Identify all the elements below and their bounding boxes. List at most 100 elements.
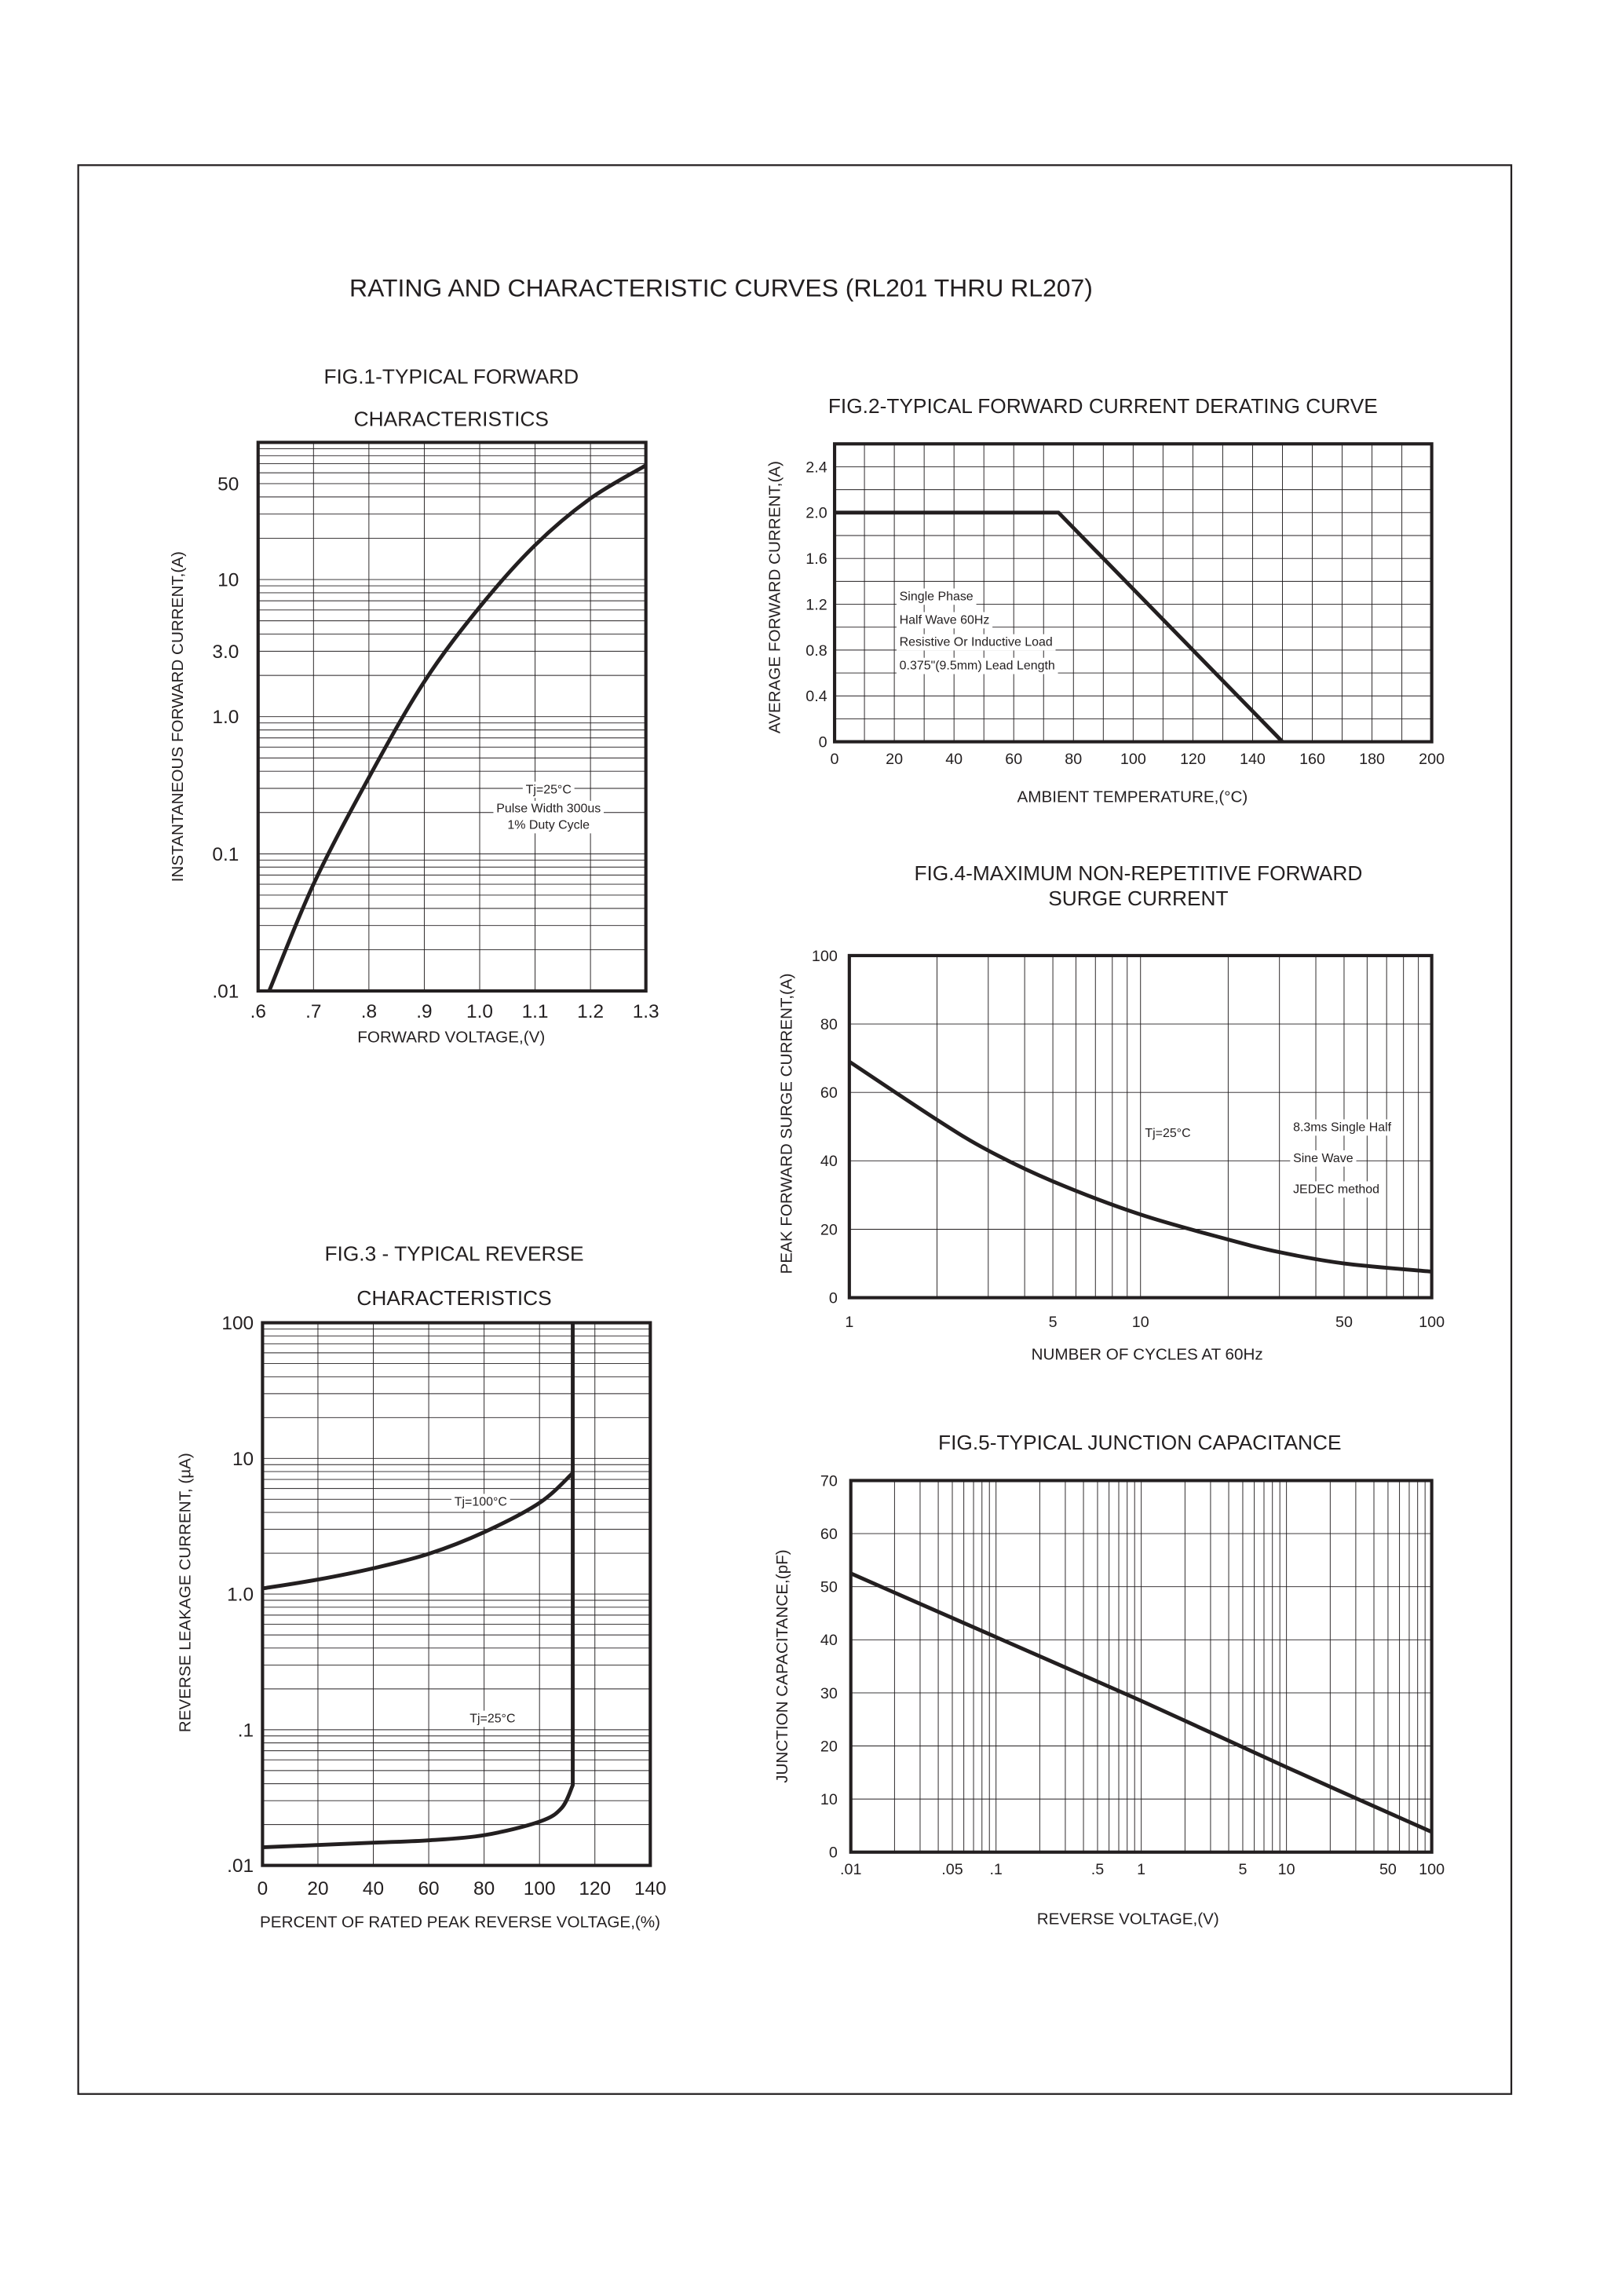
x-tick-label: 200 [1419, 751, 1445, 768]
y-tick-label: 50 [820, 1579, 838, 1596]
chart-title: FIG.3 - TYPICAL REVERSE [324, 1242, 583, 1266]
y-tick-label: 10 [820, 1791, 838, 1808]
chart-fig3: Tj=100°C Tj=25°C 0 20 40 60 80 100 120 140 100 10 1.… [176, 1242, 666, 1932]
x-tick-label: 60 [418, 1878, 439, 1899]
plot-area-border [847, 953, 1434, 1300]
y-tick-label: 1.2 [806, 596, 827, 613]
x-tick-label: 80 [473, 1878, 495, 1899]
y-tick-label: .1 [238, 1720, 254, 1741]
series-line-1 [849, 1571, 1433, 1834]
x-tick-label: 60 [1005, 751, 1022, 768]
x-tick-label: 1.0 [466, 1001, 493, 1022]
x-tick-label: 10 [1278, 1861, 1295, 1878]
y-tick-label: 100 [812, 948, 838, 965]
x-tick-label: 100 [524, 1878, 556, 1899]
annotation-text: 1% Duty Cycle [507, 818, 590, 832]
y-tick-label: 60 [820, 1084, 838, 1102]
annotation-background [1290, 1119, 1395, 1136]
x-tick-label: 0 [258, 1878, 269, 1899]
y-tick-label: 0 [829, 1844, 838, 1862]
y-tick-label: .01 [227, 1855, 254, 1877]
chart-fig1: Tj=25°C Pulse Width 300us 1% Duty Cycle .6.… [169, 364, 659, 1046]
y-axis-label: JUNCTION CAPACITANCE,(pF) [773, 1549, 791, 1782]
x-tick-label: 180 [1359, 751, 1385, 768]
x-tick-label: .7 [305, 1001, 321, 1022]
chart-title: CHARACTERISTICS [356, 1286, 551, 1310]
annotation-text: Pulse Width 300us [496, 803, 601, 816]
x-tick-label: 140 [1240, 751, 1266, 768]
annotation-background [451, 1493, 510, 1511]
x-axis-label: PERCENT OF RATED PEAK REVERSE VOLTAGE,(%… [260, 1914, 660, 1932]
grid [262, 1322, 651, 1866]
annotation-background [896, 634, 1056, 651]
y-tick-label: 40 [820, 1153, 838, 1170]
x-tick-label: 20 [886, 751, 903, 768]
x-tick-label: 50 [1379, 1861, 1397, 1878]
x-tick-label: .6 [250, 1001, 266, 1022]
y-tick-label: 0.1 [212, 844, 239, 865]
x-tick-label: 40 [945, 751, 963, 768]
y-tick-label: 0.8 [806, 642, 827, 660]
annotation-text: Tj=25°C [469, 1712, 515, 1725]
x-tick-label: 40 [363, 1878, 384, 1899]
x-tick-label: 140 [634, 1878, 667, 1899]
annotation-text: JEDEC method [1293, 1183, 1379, 1196]
series-line-1 [835, 510, 1284, 744]
chart-title: FIG.2-TYPICAL FORWARD CURRENT DERATING C… [828, 394, 1378, 418]
x-tick-label: 1 [1137, 1861, 1145, 1878]
annotation-text: Tj=25°C [526, 783, 572, 796]
y-tick-label: 1.0 [227, 1585, 254, 1606]
y-tick-label: 2.4 [806, 459, 827, 476]
y-tick-label: 0 [829, 1290, 838, 1307]
x-tick-label: 5 [1238, 1861, 1247, 1878]
y-axis-label: PEAK FORWARD SURGE CURRENT,(A) [778, 973, 796, 1274]
series-line-1 [848, 1059, 1432, 1274]
y-tick-label: 80 [820, 1016, 838, 1033]
x-tick-label: 160 [1299, 751, 1325, 768]
plot-area-border [832, 442, 1434, 744]
x-axis-label: NUMBER OF CYCLES AT 60Hz [1032, 1345, 1263, 1363]
annotation-text: 0.375"(9.5mm) Lead Length [900, 660, 1055, 673]
y-tick-label: 10 [217, 570, 239, 591]
annotation-background [493, 800, 605, 817]
x-tick-label: .8 [361, 1001, 377, 1022]
annotation-text: Single Phase [900, 590, 974, 603]
grid [258, 442, 646, 991]
x-tick-label: 5 [1049, 1314, 1058, 1331]
series-line-2 [262, 1322, 575, 1849]
x-tick-label: .5 [1091, 1861, 1104, 1878]
x-tick-label: 100 [1419, 1314, 1445, 1331]
annotation-background [1290, 1150, 1357, 1167]
y-tick-label: 100 [221, 1313, 254, 1334]
x-tick-label: .01 [840, 1861, 861, 1878]
x-tick-label: 80 [1065, 751, 1082, 768]
annotation-background [896, 612, 993, 629]
x-tick-label: 120 [579, 1878, 611, 1899]
chart-title: FIG.5-TYPICAL JUNCTION CAPACITANCE [938, 1431, 1342, 1454]
x-tick-label: 1.3 [633, 1001, 659, 1022]
y-tick-label: 70 [820, 1472, 838, 1490]
y-axis-label: REVERSE LEAKAGE CURRENT, (µA) [176, 1453, 194, 1732]
y-tick-label: 1.6 [806, 550, 827, 568]
y-axis-label: AVERAGE FORWARD CURRENT,(A) [766, 461, 784, 733]
series-line-1 [267, 463, 647, 992]
annotation-background [1142, 1125, 1194, 1142]
x-tick-label: 20 [307, 1878, 328, 1899]
annotation-background [896, 657, 1058, 675]
annotation-background [896, 588, 977, 605]
x-tick-label: 50 [1335, 1314, 1353, 1331]
annotation-background [504, 817, 593, 834]
x-tick-label: 1.2 [577, 1001, 604, 1022]
y-tick-label: 10 [232, 1449, 254, 1470]
annotation-text: Tj=100°C [455, 1495, 507, 1508]
y-tick-label: 30 [820, 1685, 838, 1702]
chart-fig4: Tj=25°C 8.3ms Single Half Sine Wave JEDEC m… [778, 861, 1445, 1363]
plot-area-border [261, 1321, 652, 1867]
y-tick-label: 2.0 [806, 505, 827, 522]
chart-fig5: .01 .05 .1 .5 1 5 10 50 100 0 10 20 30 40 50 60 70 FIG.5-… [773, 1431, 1445, 1929]
chart-title: FIG.4-MAXIMUM NON-REPETITIVE FORWARD [914, 861, 1362, 885]
chart-title: CHARACTERISTICS [354, 408, 549, 431]
annotation-text: Tj=25°C [1145, 1127, 1190, 1140]
y-tick-label: 50 [217, 474, 239, 495]
annotation-background [522, 781, 575, 799]
